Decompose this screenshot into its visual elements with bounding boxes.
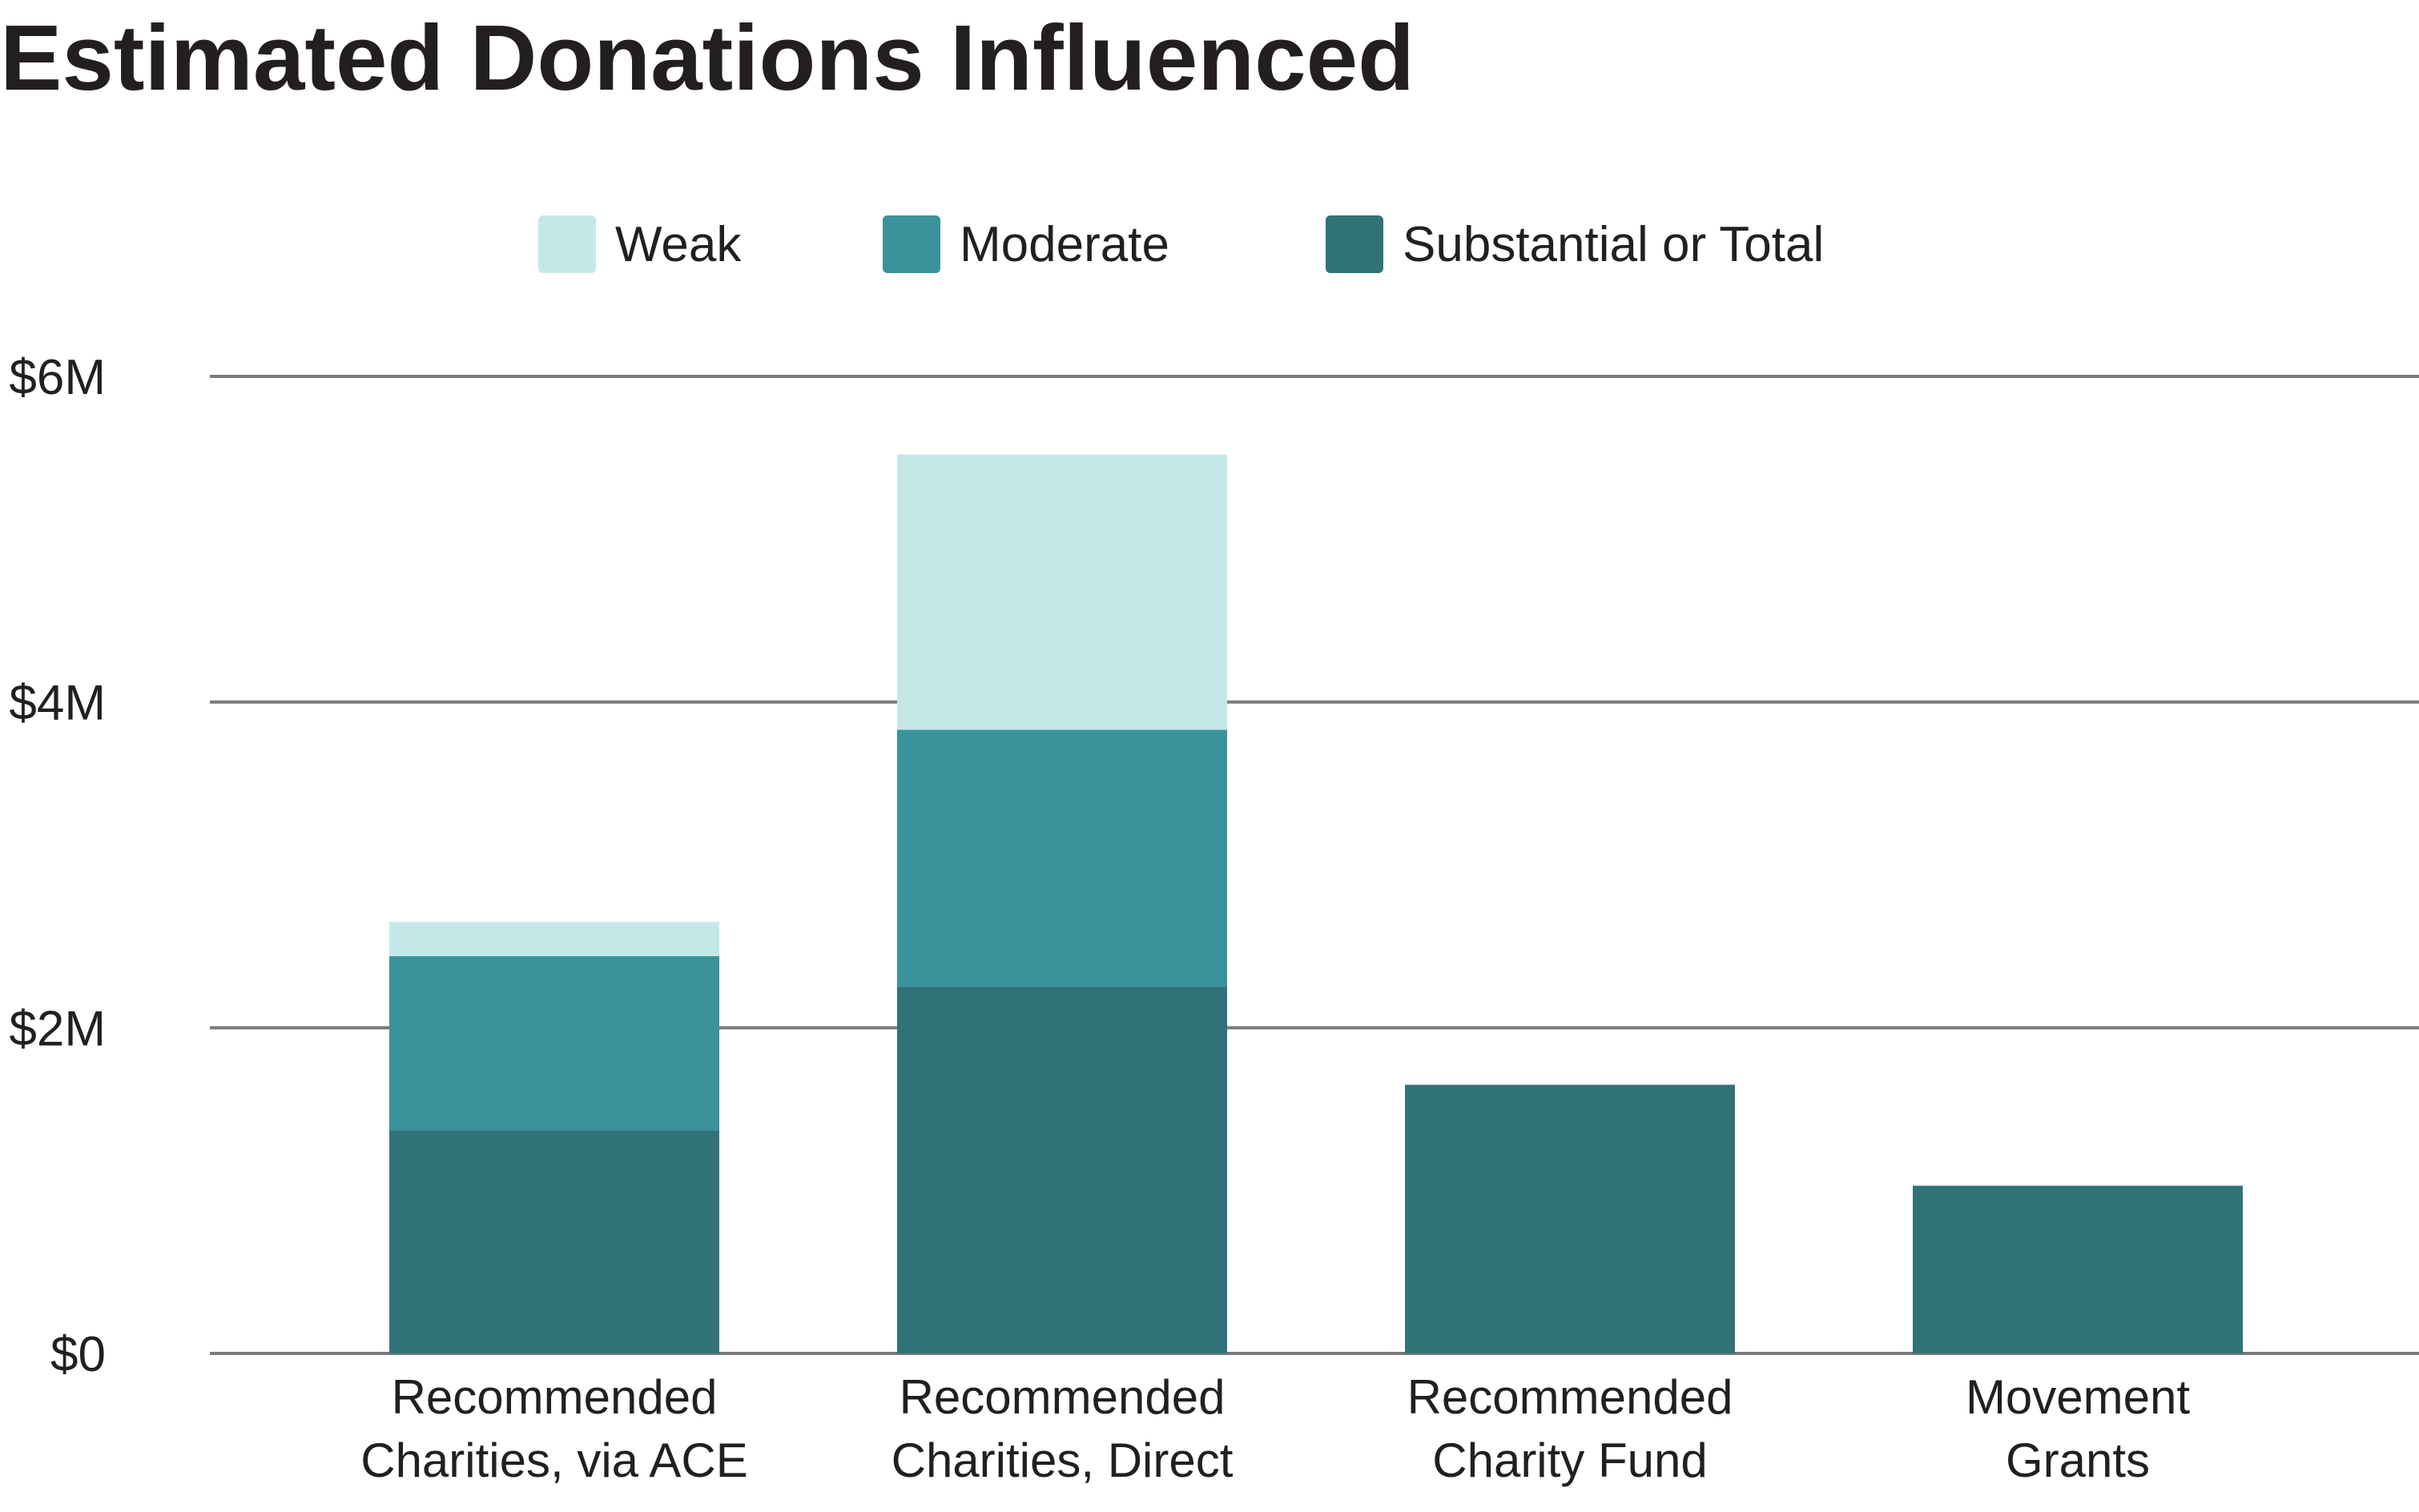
x-tick-label: Movement [1966,1370,2190,1424]
bar-moderate-2 [897,730,1227,987]
x-tick-label: Recommended [900,1370,1226,1424]
legend-label-substantial-or-total: Substantial or Total [1403,217,1824,272]
y-tick-label: $2M [9,1001,106,1056]
bar-substantial-or-total-3 [1405,1084,1735,1353]
bar-moderate-1 [389,955,719,1131]
chart-title: Estimated Donations Influenced [0,6,1415,110]
bar-substantial-or-total-1 [389,1130,719,1353]
x-tick-label: Charity Fund [1432,1434,1707,1487]
x-tick-label: Recommended [1407,1370,1733,1424]
legend: Weak Moderate Substantial or Total [538,215,1824,273]
bars [389,454,2243,1353]
x-tick-label: Charities, Direct [892,1434,1234,1487]
bar-weak-2 [897,454,1227,730]
x-tick-label: Charities, via ACE [360,1434,748,1487]
legend-swatch-substantial-or-total [1326,215,1383,273]
y-tick-label: $4M [9,676,106,731]
bar-substantial-or-total-2 [897,987,1227,1353]
bar-substantial-or-total-4 [1913,1185,2243,1353]
x-axis: Recommended Charities, via ACE Recommended… [360,1370,2190,1487]
x-tick-label: Grants [2006,1434,2150,1487]
x-tick-label: Recommended [392,1370,718,1424]
y-tick-label: $6M [9,350,106,405]
legend-label-weak: Weak [615,217,742,272]
legend-swatch-moderate [883,215,940,273]
legend-label-moderate: Moderate [960,217,1169,272]
bar-weak-1 [389,922,719,956]
legend-swatch-weak [538,215,596,273]
y-tick-label: $0 [50,1327,106,1382]
y-axis: $0 $2M $4M $6M [9,350,106,1382]
